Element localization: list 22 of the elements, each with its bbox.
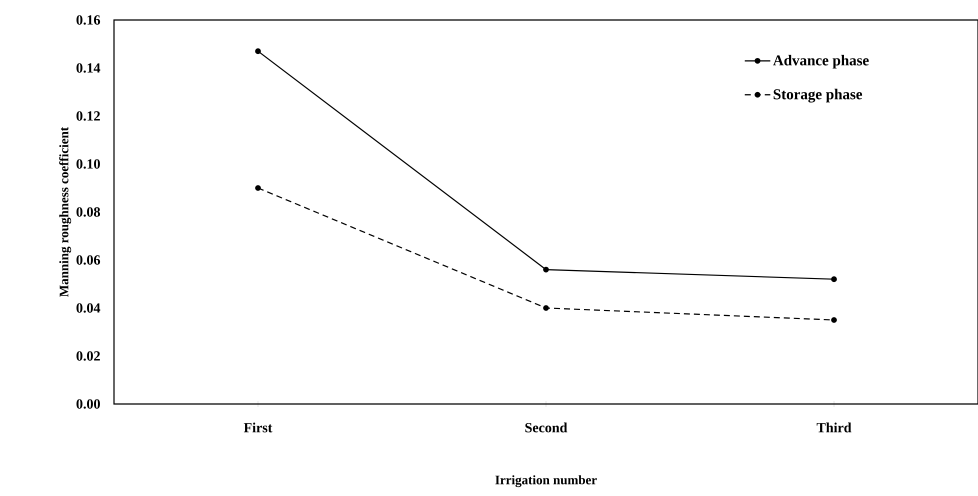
y-axis-title: Manning roughness coefficient — [59, 126, 72, 297]
y-tick-label: 0.02 — [76, 351, 100, 361]
x-axis-title: Irrigation number — [495, 475, 597, 488]
y-tick-label: 0.12 — [76, 111, 100, 121]
y-tick-label: 0.10 — [76, 159, 100, 169]
x-tick-label: Third — [816, 422, 852, 432]
y-tick-label: 0.04 — [76, 303, 100, 313]
point — [831, 276, 837, 282]
y-tick-label: 0.14 — [76, 63, 100, 73]
point — [543, 305, 549, 311]
point — [255, 185, 261, 191]
y-tick-label: 0.16 — [76, 15, 100, 25]
x-tick-label: First — [244, 422, 272, 432]
point — [831, 317, 837, 323]
point — [255, 48, 261, 54]
legend-label: Storage phase — [774, 88, 862, 103]
y-tick-label: 0.06 — [76, 255, 100, 265]
y-tick-label: 0.00 — [76, 399, 100, 409]
point — [543, 266, 549, 272]
x-tick-label: Second — [525, 422, 568, 432]
legend-label: Advance phase — [773, 54, 869, 68]
y-tick-label: 0.08 — [76, 207, 100, 217]
